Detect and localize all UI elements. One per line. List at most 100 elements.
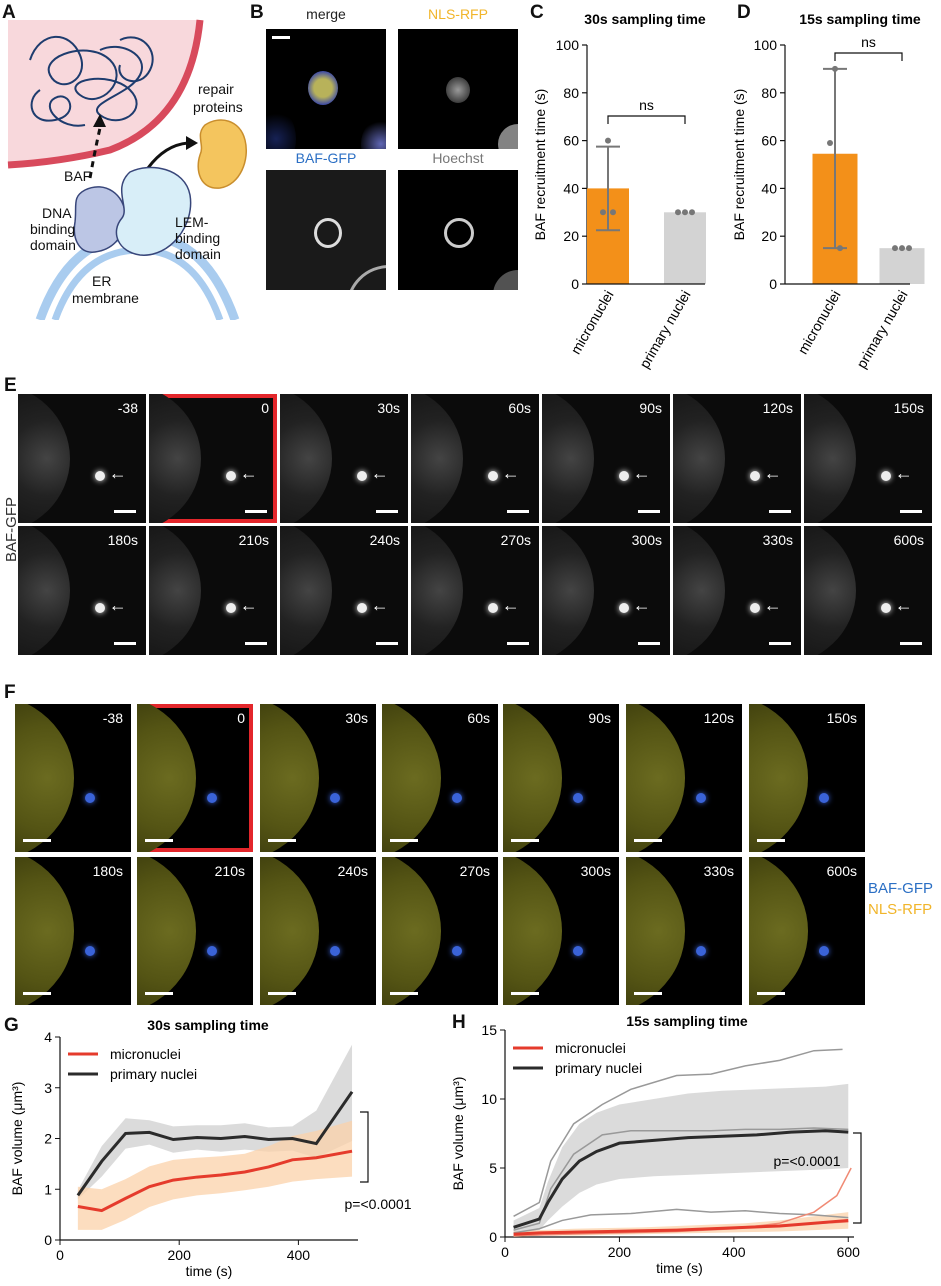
e-frame-11: 300s ← <box>542 526 670 655</box>
scale-bar <box>511 839 539 842</box>
e-frame-13: 600s ← <box>804 526 932 655</box>
primary-nucleus <box>673 526 725 655</box>
f-frame-3: 60s <box>382 704 498 852</box>
scale-bar <box>900 510 922 513</box>
primary-nucleus <box>280 526 332 655</box>
data-point <box>906 245 912 252</box>
micronucleus-spot <box>329 792 340 803</box>
micronucleus-spot <box>618 603 629 614</box>
primary-nucleus <box>626 704 686 852</box>
primary-nucleus <box>18 526 70 655</box>
frame-time-label: 30s <box>345 710 368 726</box>
scale-bar <box>757 992 785 995</box>
chart-d: 15s sampling time 0 20 40 60 80 100 BAF recruit… <box>731 11 925 371</box>
frame-time-label: 90s <box>639 400 662 416</box>
frame-time-label: 270s <box>459 863 490 879</box>
scale-bar <box>511 992 539 995</box>
label-er-1: ER <box>92 273 112 289</box>
scale-bar <box>769 510 791 513</box>
arrow-icon: ← <box>763 595 782 616</box>
primary-nucleus <box>280 394 332 523</box>
e-frame-4: 90s ← <box>542 394 670 523</box>
frame-time-label: -38 <box>117 400 138 416</box>
scale-bar <box>634 992 662 995</box>
frame-time-label: 30s <box>377 400 400 416</box>
frame-time-label: 120s <box>703 710 734 726</box>
primary-nucleus <box>749 857 809 1005</box>
significance-bracket <box>834 52 903 61</box>
frame-time-label: 330s <box>762 532 793 548</box>
panel-a-schematic <box>7 19 247 320</box>
label-dna-3: domain <box>30 237 76 253</box>
f-frame-4: 90s <box>503 704 619 852</box>
data-point <box>675 209 681 216</box>
frame-time-label: 180s <box>107 532 138 548</box>
f-frame-10: 270s <box>382 857 498 1005</box>
micronucleus-spot <box>94 603 105 614</box>
f-frame-0: -38 <box>15 704 131 852</box>
f-frame-6: 150s <box>749 704 865 852</box>
arrow-icon: ← <box>108 595 127 616</box>
arrow-icon: ← <box>763 463 782 484</box>
y-tick-label: 3 <box>44 1080 52 1096</box>
arrow-icon: ← <box>894 595 913 616</box>
micronucleus-spot <box>487 471 498 482</box>
primary-nucleus <box>149 394 201 523</box>
confidence-band-1 <box>77 1044 353 1200</box>
e-frame-0: -38 ← <box>18 394 146 523</box>
label-er-2: membrane <box>72 290 139 306</box>
micronucleus-spot <box>206 792 217 803</box>
data-point <box>605 137 611 144</box>
x-tick-label: 400 <box>287 1247 311 1263</box>
frame-time-label: 60s <box>467 710 490 726</box>
micronucleus-spot <box>695 792 706 803</box>
significance-label: ns <box>639 97 654 113</box>
primary-nucleus <box>15 704 75 852</box>
f-frame-1: 0 <box>137 704 253 852</box>
significance-bracket <box>607 115 686 124</box>
b-title-nls: NLS-RFP <box>428 6 488 22</box>
scale-bar <box>245 510 267 513</box>
f-legend-baf: BAF-GFP <box>868 880 934 897</box>
y-tick-label: 10 <box>481 1091 497 1107</box>
primary-nucleus <box>149 526 201 655</box>
data-point <box>832 65 838 72</box>
scale-bar <box>757 839 785 842</box>
frame-time-label: 150s <box>893 400 924 416</box>
arrow-icon: ← <box>632 463 651 484</box>
p-value-annotation: p=<0.0001 <box>774 1153 841 1169</box>
arrow-icon: ← <box>239 595 258 616</box>
y-tick-label: 80 <box>563 85 579 101</box>
arrow-icon: ← <box>370 463 389 484</box>
primary-nucleus <box>503 704 563 852</box>
micronucleus-spot <box>451 792 462 803</box>
primary-nucleus <box>503 857 563 1005</box>
e-frame-2: 30s ← <box>280 394 408 523</box>
f-frame-9: 240s <box>260 857 376 1005</box>
micronucleus-spot <box>356 603 367 614</box>
confidence-band-1 <box>513 1083 849 1235</box>
chart-g: 30s sampling time 0 1 2 3 4 0 200 400 time (s) BAF… <box>9 1017 412 1279</box>
scale-bar <box>376 642 398 645</box>
scale-bar <box>268 839 296 842</box>
frame-time-label: 270s <box>500 532 531 548</box>
primary-nucleus <box>411 526 463 655</box>
panel-letter-b: B <box>250 2 264 23</box>
y-axis-label: BAF volume (μm³) <box>450 1077 466 1191</box>
individual-trace-gray <box>513 1127 849 1231</box>
y-tick-label: 2 <box>44 1131 52 1147</box>
label-dna-2: binding <box>30 221 76 237</box>
y-tick-label: 1 <box>44 1181 52 1197</box>
x-tick-label: primary nuclei <box>636 288 693 371</box>
series-line-1 <box>76 1090 354 1197</box>
data-point <box>892 245 898 252</box>
data-point <box>600 209 606 216</box>
y-tick-label: 20 <box>563 228 579 244</box>
micronucleus-spot <box>695 945 706 956</box>
scale-bar <box>23 839 51 842</box>
x-tick-label: primary nuclei <box>853 288 910 371</box>
scale-bar <box>145 839 173 842</box>
data-point <box>899 245 905 252</box>
frame-time-label: 600s <box>826 863 857 879</box>
y-tick-label: 60 <box>761 133 777 149</box>
